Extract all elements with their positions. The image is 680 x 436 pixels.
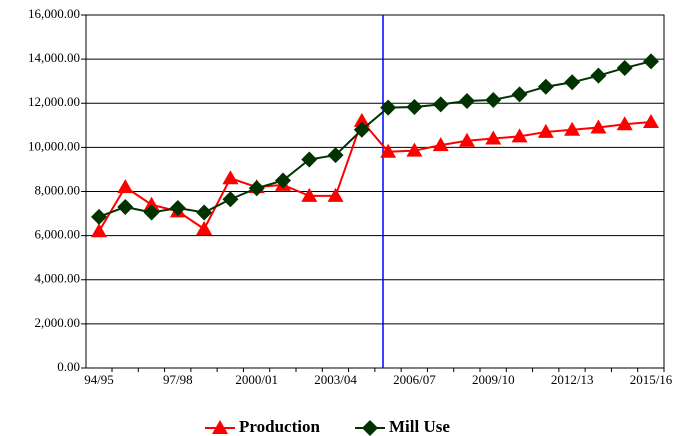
x-tick-label: 2009/10 [472, 372, 515, 387]
legend-label: Mill Use [389, 417, 450, 436]
diamond-marker [537, 78, 554, 95]
y-tick-label: 6,000.00 [35, 227, 81, 242]
diamond-marker [459, 93, 475, 110]
triangle-marker [537, 123, 554, 138]
diamond-marker [432, 96, 449, 113]
series-line [98, 118, 652, 232]
triangle-marker [564, 121, 581, 136]
diamond-marker [169, 200, 186, 217]
x-tick-label: 2015/16 [630, 372, 673, 387]
triangle-marker [406, 142, 423, 157]
triangle-marker [511, 128, 528, 143]
y-tick-label: 14,000.00 [28, 50, 80, 65]
diamond-marker [143, 204, 160, 221]
diamond-marker [511, 86, 528, 103]
diamond-marker [248, 180, 265, 197]
triangle-marker [196, 221, 213, 236]
y-tick-label: 10,000.00 [28, 138, 80, 153]
triangle-marker [212, 420, 228, 434]
y-tick-label: 16,000.00 [28, 6, 80, 21]
triangle-marker [616, 116, 633, 131]
triangle-marker [380, 143, 397, 158]
triangle-marker [301, 187, 318, 202]
diamond-marker [564, 74, 581, 91]
triangle-marker [91, 223, 107, 238]
diamond-marker [380, 99, 397, 116]
y-tick-label: 8,000.00 [35, 182, 81, 197]
diamond-marker [117, 198, 134, 215]
triangle-marker [432, 137, 449, 152]
triangle-marker [353, 112, 370, 127]
triangle-marker [222, 170, 239, 185]
diamond-marker [406, 99, 423, 116]
legend: Production Mill Use [205, 417, 450, 436]
x-tick-label: 2012/13 [551, 372, 594, 387]
diamond-marker [362, 420, 378, 436]
triangle-marker [590, 119, 607, 134]
diamond-marker [485, 91, 502, 108]
y-tick-label: 0.00 [57, 359, 80, 374]
diamond-marker [590, 67, 607, 84]
x-tick-label: 94/95 [84, 372, 114, 387]
series-line [98, 60, 652, 218]
diamond-marker [301, 151, 318, 168]
y-tick-label: 4,000.00 [35, 271, 81, 286]
diamond-marker [327, 147, 344, 164]
diamond-marker [91, 208, 107, 225]
y-tick-label: 2,000.00 [35, 315, 81, 330]
x-tick-label: 2000/01 [235, 372, 278, 387]
legend-label: Production [239, 417, 320, 436]
diamond-marker [643, 53, 659, 70]
x-tick-label: 97/98 [163, 372, 193, 387]
diamond-marker [222, 191, 239, 208]
diamond-marker [196, 204, 213, 221]
triangle-marker [459, 132, 475, 147]
y-tick-label: 12,000.00 [28, 94, 80, 109]
triangle-marker [485, 130, 502, 145]
diamond-marker [353, 121, 370, 138]
triangle-marker [643, 114, 659, 129]
x-tick-label: 2006/07 [393, 372, 436, 387]
x-tick-label: 2003/04 [314, 372, 357, 387]
diamond-marker [275, 172, 291, 189]
triangle-marker [143, 196, 160, 211]
triangle-marker [117, 179, 134, 194]
triangle-marker [327, 187, 344, 202]
diamond-marker [616, 59, 633, 76]
